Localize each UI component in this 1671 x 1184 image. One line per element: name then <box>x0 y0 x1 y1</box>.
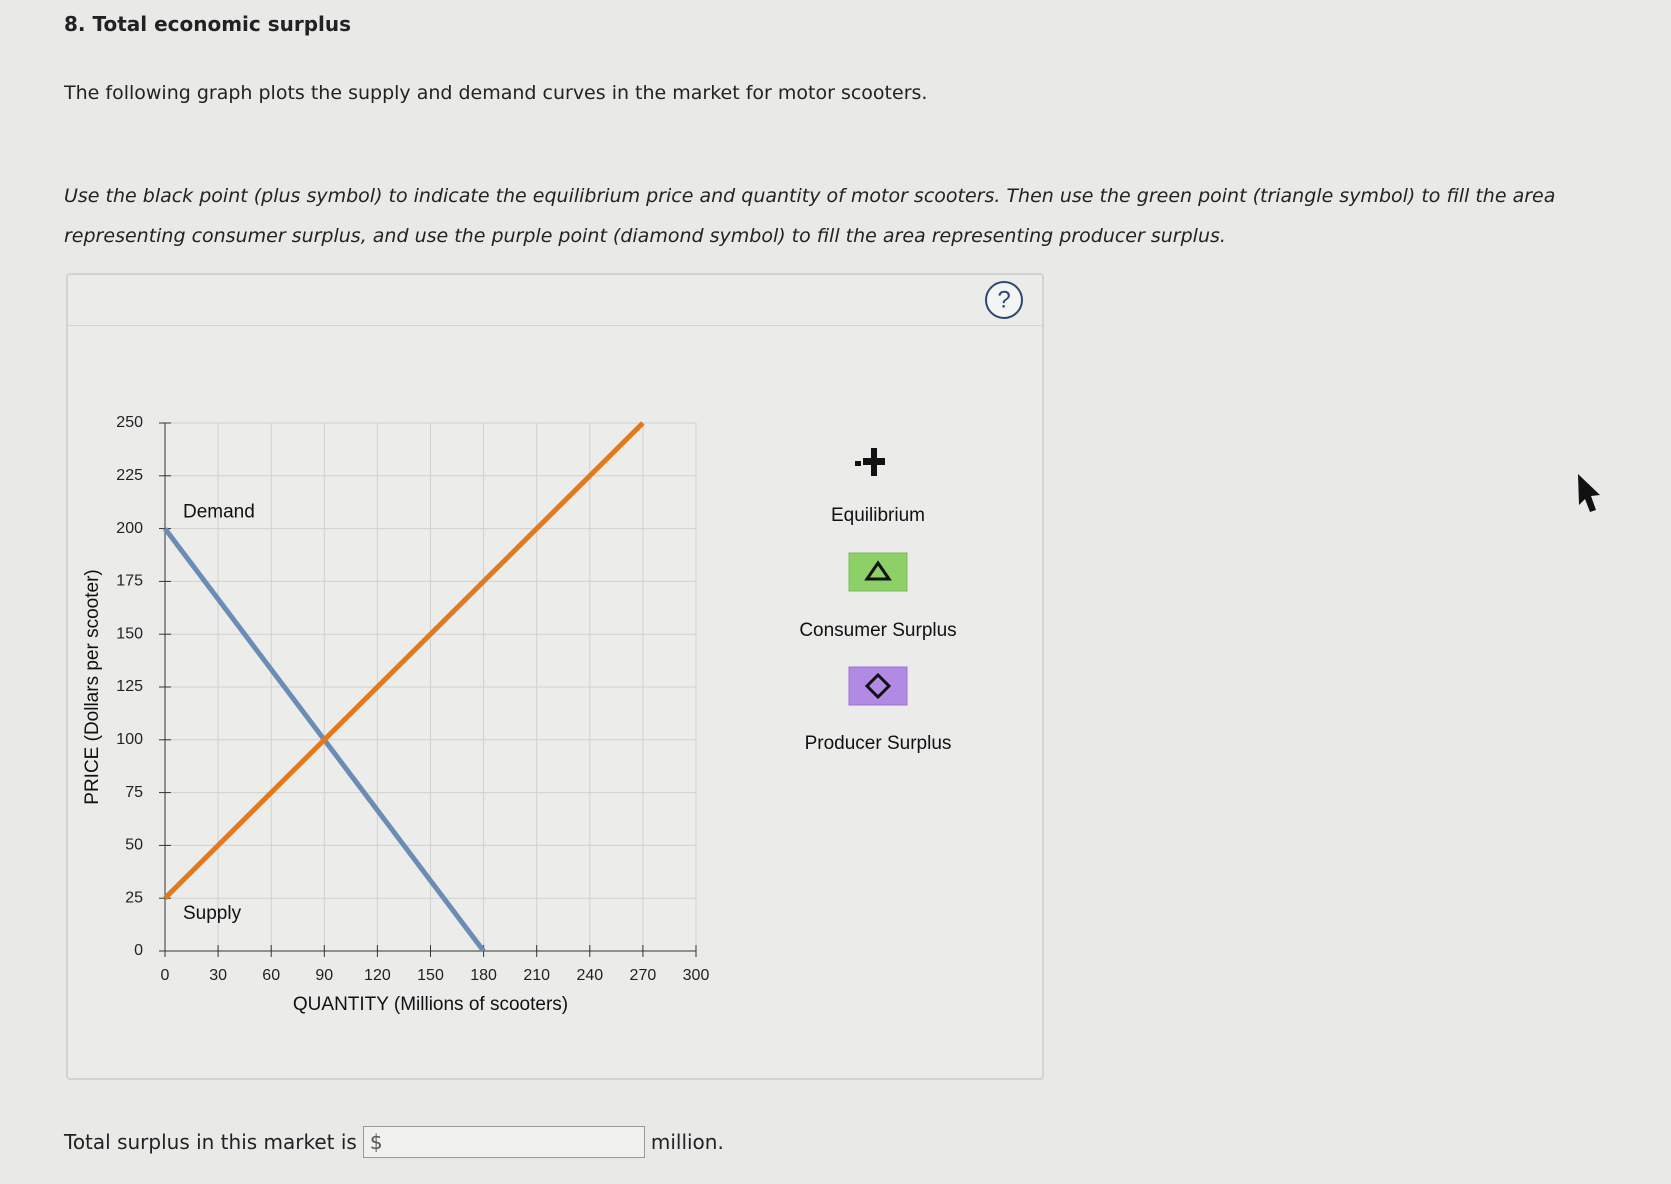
icon-box <box>848 666 908 706</box>
x-tick-label: 30 <box>209 967 227 984</box>
y-tick-label: 25 <box>125 889 143 906</box>
y-tick-label: 100 <box>116 731 143 748</box>
intro-text: The following graph plots the supply and… <box>64 82 928 104</box>
help-circle <box>985 281 1023 319</box>
x-tick-label: 210 <box>523 967 550 984</box>
y-tick-label: 0 <box>134 942 143 959</box>
icon-plus <box>863 458 885 465</box>
cursor <box>1578 474 1600 512</box>
x-axis-label: QUANTITY (Millions of scooters) <box>293 994 568 1015</box>
series-label: Supply <box>183 903 242 924</box>
y-axis-label: PRICE (Dollars per scooter) <box>82 569 103 804</box>
answer-input[interactable]: $ <box>362 1126 645 1158</box>
x-tick-label: 270 <box>630 967 657 984</box>
tool-label: Producer Surplus <box>805 733 952 754</box>
x-tick-label: 90 <box>315 967 333 984</box>
x-tick-label: 0 <box>161 967 170 984</box>
help-icon: ? <box>997 286 1010 313</box>
producer-surplus-tool[interactable]: Producer Surplus <box>805 666 952 754</box>
y-tick-label: 50 <box>125 837 143 854</box>
x-tick-label: 240 <box>576 967 603 984</box>
help-button[interactable]: ? <box>985 281 1023 319</box>
icon-box <box>848 552 908 592</box>
panel-divider <box>66 325 1042 326</box>
x-tick-label: 60 <box>262 967 280 984</box>
y-tick-label: 150 <box>116 625 143 642</box>
answer-suffix: million. <box>650 1130 724 1154</box>
answer-prefix: Total surplus in this market is <box>64 1130 357 1154</box>
answer-row: Total surplus in this market is $ millio… <box>64 1126 724 1158</box>
instructions: Use the black point (plus symbol) to ind… <box>64 185 1556 247</box>
tool-label: Equilibrium <box>831 505 925 526</box>
x-tick-label: 300 <box>683 967 710 984</box>
y-tick-label: 125 <box>116 678 143 695</box>
series-label: Demand <box>183 502 255 523</box>
icon-dash <box>855 461 861 466</box>
chart: ? Equilibrium Consumer Surplus Producer … <box>82 281 1600 1015</box>
x-tick-label: 150 <box>417 967 444 984</box>
y-tick-label: 175 <box>116 573 143 590</box>
icon-diamond <box>864 672 892 700</box>
x-tick-label: 120 <box>364 967 391 984</box>
y-tick-label: 75 <box>125 784 143 801</box>
consumer-surplus-tool[interactable]: Consumer Surplus <box>799 552 957 641</box>
question-title: 8. Total economic surplus <box>64 12 352 36</box>
y-tick-label: 250 <box>116 414 143 431</box>
y-tick-label: 200 <box>116 520 143 537</box>
currency: $ <box>369 1130 383 1154</box>
x-tick-label: 180 <box>470 967 497 984</box>
icon-triangle <box>864 560 892 581</box>
equilibrium-tool[interactable]: Equilibrium <box>831 448 925 526</box>
series-line <box>163 421 645 900</box>
tool-label: Consumer Surplus <box>799 620 956 641</box>
y-tick-label: 225 <box>116 467 143 484</box>
